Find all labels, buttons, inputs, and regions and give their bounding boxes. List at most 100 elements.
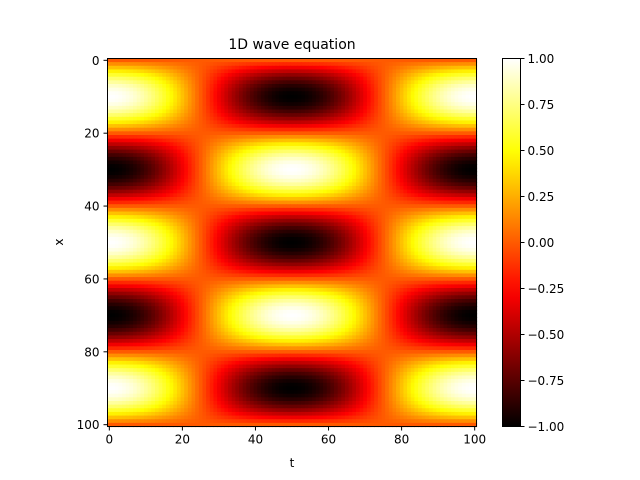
heatmap-cell	[231, 73, 236, 78]
heatmap-cell	[461, 87, 467, 92]
heatmap-cell	[257, 124, 262, 129]
heatmap-cell	[418, 91, 423, 96]
heatmap-cell	[231, 116, 236, 122]
heatmap-cell	[155, 193, 160, 198]
heatmap-cell	[304, 102, 310, 107]
heatmap-cell	[260, 65, 266, 71]
heatmap-cell	[184, 182, 189, 187]
heatmap-cell	[443, 160, 448, 165]
heatmap-cell	[341, 127, 346, 132]
heatmap-cell	[107, 84, 112, 89]
heatmap-cell	[184, 120, 189, 125]
heatmap-cell	[282, 229, 288, 234]
heatmap-cell	[315, 62, 320, 67]
heatmap-cell	[209, 94, 215, 100]
heatmap-cell	[136, 145, 141, 151]
heatmap-cell	[279, 73, 284, 78]
heatmap-cell	[297, 113, 302, 118]
heatmap-cell	[253, 189, 258, 194]
heatmap-cell	[235, 58, 240, 63]
heatmap-cell	[443, 76, 448, 81]
heatmap-cell	[458, 76, 463, 81]
heatmap-cell	[173, 207, 178, 213]
heatmap-cell	[425, 175, 430, 180]
heatmap-cell	[111, 175, 116, 180]
heatmap-cell	[319, 222, 324, 227]
heatmap-cell	[443, 69, 448, 74]
heatmap-cell	[381, 138, 386, 143]
heatmap-cell	[469, 76, 474, 81]
heatmap-cell	[304, 196, 310, 202]
heatmap-cell	[271, 189, 277, 194]
heatmap-cell	[447, 178, 452, 183]
heatmap-cell	[257, 87, 262, 92]
heatmap-cell	[125, 73, 131, 78]
heatmap-cell	[450, 204, 456, 209]
heatmap-cell	[447, 160, 452, 165]
heatmap-cell	[290, 156, 295, 162]
heatmap-cell	[257, 164, 262, 169]
heatmap-cell	[107, 116, 112, 122]
heatmap-cell	[147, 116, 152, 122]
heatmap-cell	[158, 160, 163, 165]
heatmap-cell	[388, 186, 394, 191]
heatmap-cell	[323, 65, 328, 71]
heatmap-cell	[326, 196, 331, 202]
heatmap-cell	[180, 160, 185, 165]
heatmap-cell	[275, 105, 280, 111]
heatmap-cell	[385, 98, 390, 103]
heatmap-cell	[352, 65, 357, 71]
heatmap-cell	[206, 164, 211, 169]
heatmap-cell	[242, 196, 247, 202]
heatmap-cell	[396, 135, 401, 140]
heatmap-cell	[363, 204, 368, 209]
heatmap-cell	[260, 171, 266, 176]
heatmap-cell	[228, 207, 233, 213]
heatmap-cell	[268, 58, 273, 63]
heatmap-cell	[206, 156, 211, 162]
heatmap-cell	[187, 229, 193, 234]
heatmap-cell	[173, 80, 178, 85]
heatmap-cell	[312, 211, 317, 216]
heatmap-cell	[118, 102, 123, 107]
heatmap-cell	[461, 178, 467, 183]
heatmap-cell	[195, 229, 200, 234]
heatmap-cell	[151, 211, 156, 216]
heatmap-cell	[144, 91, 149, 96]
heatmap-cell	[326, 211, 331, 216]
heatmap-cell	[436, 211, 441, 216]
heatmap-cell	[414, 193, 419, 198]
heatmap-cell	[312, 215, 317, 220]
heatmap-cell	[151, 94, 156, 100]
heatmap-cell	[286, 204, 291, 209]
heatmap-cell	[323, 156, 328, 162]
heatmap-cell	[363, 142, 368, 147]
heatmap-cell	[443, 226, 448, 231]
heatmap-cell	[122, 153, 127, 158]
heatmap-cell	[344, 80, 350, 85]
heatmap-cell	[275, 229, 280, 234]
heatmap-cell	[129, 84, 134, 89]
heatmap-cell	[158, 116, 163, 122]
heatmap-cell	[264, 65, 269, 71]
heatmap-cell	[403, 196, 408, 202]
heatmap-cell	[158, 138, 163, 143]
heatmap-cell	[377, 233, 383, 238]
heatmap-cell	[370, 160, 375, 165]
heatmap-cell	[396, 120, 401, 125]
heatmap-cell	[290, 215, 295, 220]
heatmap-cell	[165, 116, 171, 122]
heatmap-cell	[334, 142, 339, 147]
heatmap-cell	[286, 80, 291, 85]
heatmap-cell	[388, 58, 394, 63]
heatmap-cell	[191, 153, 196, 158]
heatmap-cell	[403, 135, 408, 140]
heatmap-cell	[399, 175, 405, 180]
heatmap-cell	[301, 160, 306, 165]
heatmap-cell	[326, 142, 331, 147]
heatmap-cell	[114, 138, 120, 143]
heatmap-cell	[129, 73, 134, 78]
heatmap-cell	[363, 233, 368, 238]
heatmap-cell	[231, 171, 236, 176]
heatmap-cell	[377, 167, 383, 173]
